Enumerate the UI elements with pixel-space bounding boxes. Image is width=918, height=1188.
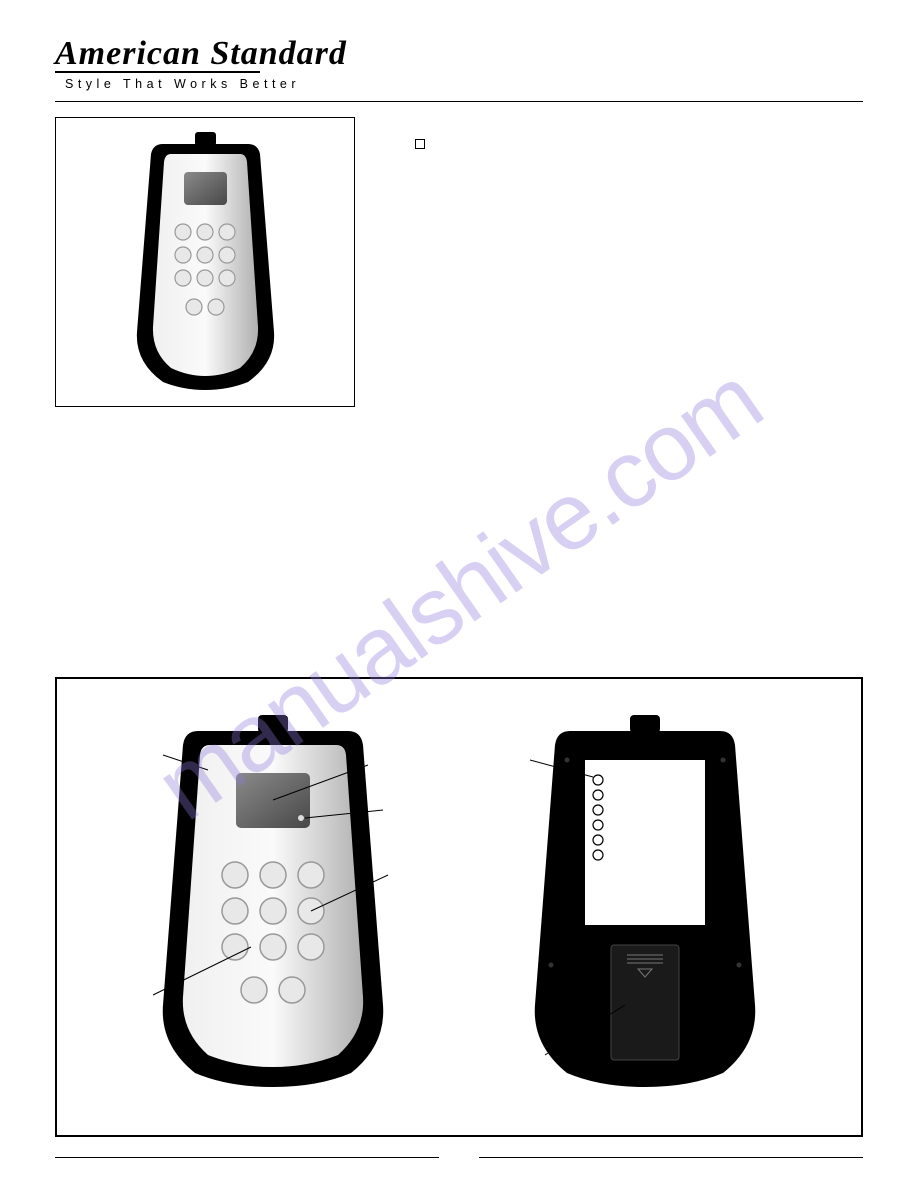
lower-section: [55, 677, 863, 1137]
product-image-box: [55, 117, 355, 407]
footer-rule-left: [55, 1157, 439, 1158]
remote-back-large: [505, 715, 785, 1095]
remote-front-small: [133, 132, 278, 392]
page-header: American Standard Style That Works Bette…: [55, 35, 863, 91]
page-footer: [55, 1157, 863, 1158]
top-content-row: [55, 117, 863, 407]
figure-box: [55, 677, 863, 1137]
top-text-area: [415, 117, 863, 407]
footer-rule-right: [479, 1157, 863, 1158]
header-rule: [55, 101, 863, 102]
device-front-wrap: [133, 715, 413, 1100]
brand-tagline: Style That Works Better: [65, 77, 863, 91]
bullet-item: [415, 137, 863, 149]
bullet-square-icon: [415, 139, 425, 149]
device-back-wrap: [505, 715, 785, 1100]
remote-front-large: [133, 715, 413, 1095]
brand-logo: American Standard: [55, 35, 863, 73]
footer-rules: [55, 1157, 863, 1158]
